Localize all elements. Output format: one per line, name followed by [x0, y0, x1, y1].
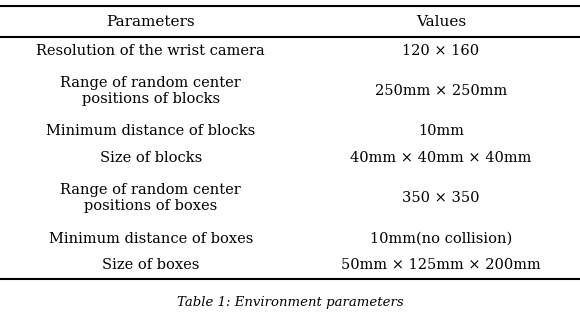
- Text: 10mm(no collision): 10mm(no collision): [369, 232, 512, 246]
- Text: Resolution of the wrist camera: Resolution of the wrist camera: [37, 44, 265, 58]
- Text: Minimum distance of blocks: Minimum distance of blocks: [46, 124, 255, 138]
- Text: Size of blocks: Size of blocks: [100, 151, 202, 165]
- Text: 350 × 350: 350 × 350: [402, 191, 480, 205]
- Text: Range of random center
positions of blocks: Range of random center positions of bloc…: [60, 76, 241, 106]
- Text: Values: Values: [416, 15, 466, 29]
- Text: Minimum distance of boxes: Minimum distance of boxes: [49, 232, 253, 246]
- Text: Size of boxes: Size of boxes: [102, 258, 200, 272]
- Text: 250mm × 250mm: 250mm × 250mm: [375, 84, 507, 98]
- Text: Table 1: Environment parameters: Table 1: Environment parameters: [177, 296, 403, 309]
- Text: 50mm × 125mm × 200mm: 50mm × 125mm × 200mm: [341, 258, 541, 272]
- Text: Parameters: Parameters: [107, 15, 195, 29]
- Text: 40mm × 40mm × 40mm: 40mm × 40mm × 40mm: [350, 151, 531, 165]
- Text: Range of random center
positions of boxes: Range of random center positions of boxe…: [60, 183, 241, 213]
- Text: 10mm: 10mm: [418, 124, 464, 138]
- Text: 120 × 160: 120 × 160: [403, 44, 479, 58]
